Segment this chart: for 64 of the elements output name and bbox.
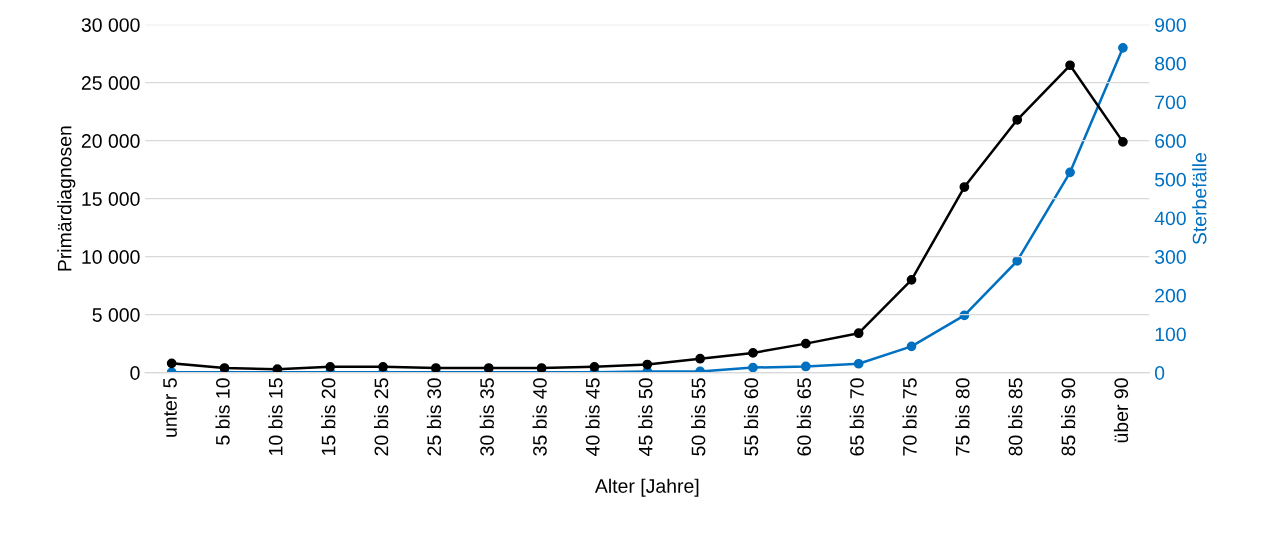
y2-axis-title: Sterbefälle bbox=[1192, 153, 1207, 245]
x-tick-label: 5 bis 10 bbox=[215, 378, 230, 445]
x-tick-label: 20 bis 25 bbox=[373, 378, 389, 456]
y-axis-title: Primärdiagnosen bbox=[57, 126, 76, 271]
y2-tick-label: 700 bbox=[1155, 95, 1186, 110]
point bbox=[1065, 167, 1075, 178]
y-tick-label: 15 000 bbox=[82, 192, 140, 206]
x-tick-label: 45 bis 50 bbox=[638, 378, 653, 456]
y-tick-label: 10 000 bbox=[82, 250, 140, 264]
point bbox=[1118, 136, 1128, 147]
point bbox=[853, 358, 864, 369]
y2-tick-label: 100 bbox=[1155, 327, 1186, 342]
point bbox=[1012, 256, 1023, 266]
point bbox=[219, 363, 230, 373]
x-tick-label: 70 bis 75 bbox=[902, 378, 917, 456]
point bbox=[748, 362, 758, 373]
y-tick-label: 25 000 bbox=[81, 76, 140, 90]
x-tick-label: 80 bis 85 bbox=[1008, 378, 1023, 456]
point bbox=[800, 361, 811, 372]
point bbox=[431, 363, 441, 373]
x-tick-label: 25 bis 30 bbox=[426, 378, 442, 456]
point bbox=[748, 348, 758, 358]
point bbox=[483, 363, 494, 373]
x-tick-label: 85 bis 90 bbox=[1061, 378, 1076, 456]
y2-tick-label: 500 bbox=[1154, 172, 1186, 187]
x-tick-label: unter 5 bbox=[163, 378, 177, 437]
y2-tick-label: 200 bbox=[1155, 288, 1186, 303]
point bbox=[642, 359, 653, 370]
y-tick-label: 5 000 bbox=[92, 308, 140, 322]
point bbox=[325, 361, 336, 372]
x-tick-label: 35 bis 40 bbox=[532, 378, 547, 456]
y-tick-label: 30 000 bbox=[81, 18, 140, 32]
point bbox=[1065, 60, 1075, 71]
point bbox=[906, 341, 917, 352]
x-tick-label: 65 bis 70 bbox=[849, 378, 864, 456]
x-axis-title: Alter [Jahre] bbox=[594, 478, 699, 497]
y-tick-label: 20 000 bbox=[81, 134, 140, 148]
point bbox=[589, 361, 600, 372]
point bbox=[378, 361, 388, 372]
point bbox=[959, 182, 970, 192]
point bbox=[695, 353, 705, 364]
y2-tick-label: 400 bbox=[1154, 211, 1186, 226]
x-tick-label: 75 bis 80 bbox=[955, 378, 970, 456]
point bbox=[1118, 42, 1128, 53]
point bbox=[166, 358, 177, 369]
point bbox=[906, 274, 917, 285]
point bbox=[1012, 114, 1023, 125]
x-tick-label: 10 bis 15 bbox=[268, 378, 283, 455]
point bbox=[853, 328, 864, 339]
y2-tick-label: 0 bbox=[1154, 366, 1165, 380]
x-tick-label: 40 bis 45 bbox=[585, 378, 600, 456]
y-tick-label: 0 bbox=[130, 366, 140, 380]
point bbox=[536, 363, 547, 373]
y2-tick-label: 800 bbox=[1155, 56, 1186, 71]
x-tick-label: 15 bis 20 bbox=[321, 378, 336, 455]
y2-tick-label: 600 bbox=[1155, 134, 1186, 148]
x-tick-label: über 90 bbox=[1113, 378, 1129, 443]
y2-tick-label: 300 bbox=[1154, 250, 1186, 264]
point bbox=[800, 338, 811, 349]
y2-tick-label: 900 bbox=[1155, 18, 1186, 32]
x-tick-label: 60 bis 65 bbox=[796, 378, 812, 456]
x-tick-label: 30 bis 35 bbox=[479, 378, 494, 456]
x-tick-label: 55 bis 60 bbox=[743, 378, 759, 456]
x-tick-label: 50 bis 55 bbox=[691, 378, 706, 456]
